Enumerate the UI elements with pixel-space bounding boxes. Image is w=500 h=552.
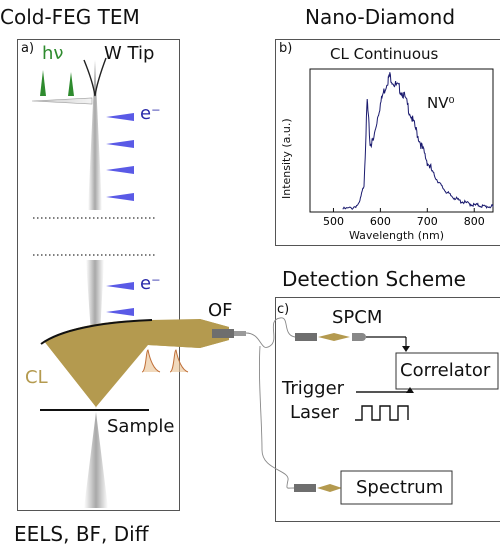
lens-icon <box>318 333 350 341</box>
fiber-connector <box>234 331 246 336</box>
laser-mirror-icon <box>31 97 93 105</box>
x-tick-label: 500 <box>323 215 344 228</box>
electron-pulse-icon <box>106 282 134 290</box>
spcm-detector-window <box>362 333 366 341</box>
fiber-coupler <box>294 484 316 492</box>
pulse-train-icon <box>355 405 409 421</box>
parabolic-mirror <box>40 319 153 345</box>
hv-label: hν <box>42 43 64 64</box>
heading-nano-diamond: Nano-Diamond <box>305 5 456 29</box>
electron-pulse-icon <box>106 113 134 121</box>
laser-label: Laser <box>290 402 339 423</box>
x-tick-label: 700 <box>417 215 438 228</box>
x-tick-label: 600 <box>370 215 391 228</box>
x-tick-label: 800 <box>464 215 485 228</box>
photon-pulse-icon <box>40 70 46 96</box>
w-tip-label: W Tip <box>104 43 155 64</box>
cl-pulse-icon <box>169 349 189 373</box>
optical-fiber <box>245 317 296 348</box>
heading-cold-feg-tem: Cold-FEG TEM <box>0 5 140 29</box>
panel-b-letter: b) <box>279 41 293 56</box>
w-tip-icon <box>83 57 107 97</box>
panel-c-letter: c) <box>277 302 290 317</box>
spcm-label: SPCM <box>332 307 383 328</box>
fiber-coupler <box>295 333 317 341</box>
transmitted-beam <box>84 412 108 508</box>
cl-spectrum-series-0 <box>342 72 494 210</box>
spectrum-box <box>340 470 453 505</box>
arrow-down-icon <box>402 346 410 352</box>
y-axis-label: Intensity (a.u.) <box>280 118 293 199</box>
correlator-box <box>395 352 499 390</box>
panel-a-letter: a) <box>21 41 35 56</box>
trigger-label: Trigger <box>282 378 345 399</box>
sample-label: Sample <box>107 416 175 437</box>
footer-eels-bf-diff: EELS, BF, Diff <box>14 522 149 546</box>
x-axis-label: Wavelength (nm) <box>349 229 445 242</box>
cl-spectrum-chart: 500 600 700 800 <box>309 68 494 228</box>
electron-label-bottom: e⁻ <box>140 273 161 294</box>
electron-label-top: e⁻ <box>140 103 161 124</box>
fiber-coupler <box>212 329 234 338</box>
optical-fiber <box>258 345 295 489</box>
electron-pulse-icon <box>106 308 134 316</box>
spectrum-label: Spectrum <box>356 477 444 498</box>
chart-title: CL Continuous <box>330 45 439 63</box>
electron-pulse-icon <box>106 166 134 174</box>
nv0-annotation: NV⁰ <box>427 94 455 112</box>
upper-electron-beam <box>88 60 102 210</box>
cl-light-path <box>44 319 229 407</box>
photon-pulse-icon <box>68 72 74 96</box>
of-label: OF <box>208 300 233 321</box>
heading-detection-scheme: Detection Scheme <box>282 267 466 291</box>
electron-pulse-icon <box>106 140 134 148</box>
cl-pulse-icon <box>141 349 161 373</box>
cl-label: CL <box>25 367 48 388</box>
electron-pulse-icon <box>106 193 134 201</box>
spcm-detector <box>352 333 362 341</box>
lens-icon <box>317 484 342 492</box>
correlator-label: Correlator <box>400 360 491 381</box>
plot-area <box>309 68 494 213</box>
